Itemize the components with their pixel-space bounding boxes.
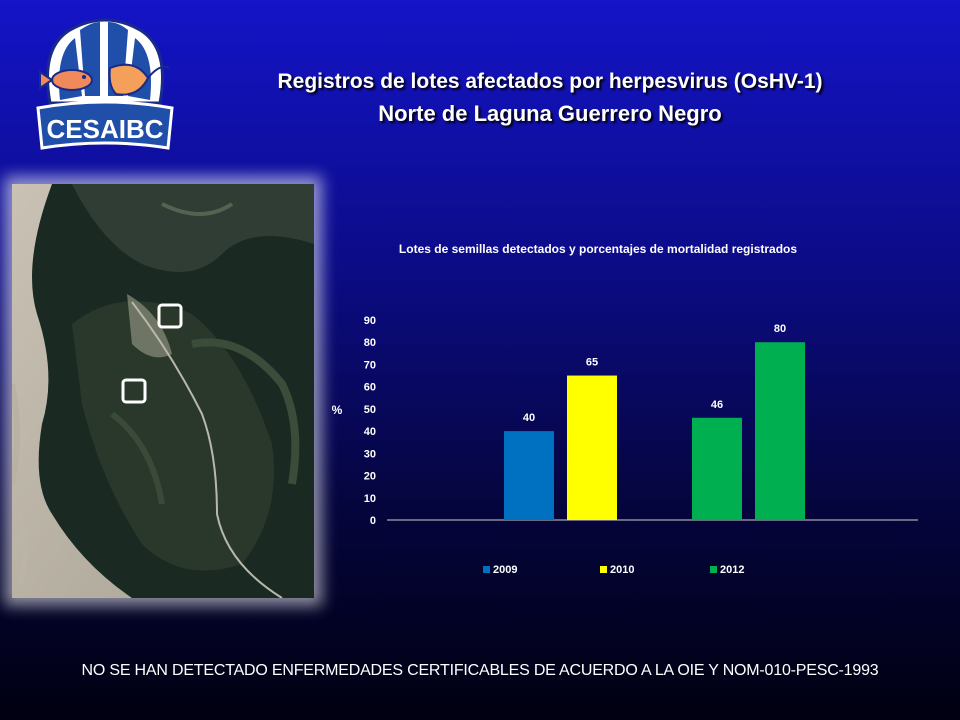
cesaibc-logo: CESAIBC	[36, 18, 174, 150]
legend-swatch-2012	[710, 566, 717, 573]
y-tick-label: 0	[370, 515, 376, 527]
bar-data-label: 40	[523, 412, 535, 424]
satellite-map	[9, 184, 314, 599]
bar-data-label: 46	[711, 399, 723, 411]
y-tick-label: 90	[364, 315, 376, 327]
legend-label: 2010	[610, 564, 634, 576]
y-axis-label: %	[332, 403, 343, 417]
y-tick-label: 10	[364, 493, 376, 505]
map-marker	[121, 378, 147, 404]
bar-2012	[692, 417, 742, 520]
footer-note: NO SE HAN DETECTADO ENFERMEDADES CERTIFI…	[81, 662, 879, 679]
bar-2009	[504, 431, 554, 520]
bar-2012	[755, 342, 805, 520]
map-marker	[157, 303, 183, 329]
legend-label: 2012	[720, 564, 744, 576]
y-tick-label: 30	[364, 448, 376, 460]
shrimp-icon	[108, 63, 171, 96]
chart-title: Lotes de semillas detectados y porcentaj…	[399, 242, 797, 256]
y-tick-label: 70	[364, 359, 376, 371]
y-tick-label: 20	[364, 471, 376, 483]
y-tick-label: 80	[364, 337, 376, 349]
legend-swatch-2010	[600, 566, 607, 573]
bar-2010	[567, 375, 617, 520]
y-tick-label: 60	[364, 382, 376, 394]
fish-icon	[39, 69, 93, 91]
bar-data-label: 65	[586, 357, 598, 369]
legend-swatch-2009	[483, 566, 490, 573]
mortality-bar-chart: Lotes de semillas detectados y porcentaj…	[332, 242, 918, 576]
satellite-map-image	[9, 184, 314, 599]
scallop-shell-icon	[46, 18, 164, 105]
bar-data-label: 80	[774, 323, 786, 335]
legend-label: 2009	[493, 564, 517, 576]
y-tick-label: 40	[364, 426, 376, 438]
logo-text: CESAIBC	[46, 114, 163, 144]
y-tick-label: 50	[364, 404, 376, 416]
page-title-line1: Registros de lotes afectados por herpesv…	[277, 70, 823, 93]
page-title-line2: Norte de Laguna Guerrero Negro	[378, 101, 722, 126]
